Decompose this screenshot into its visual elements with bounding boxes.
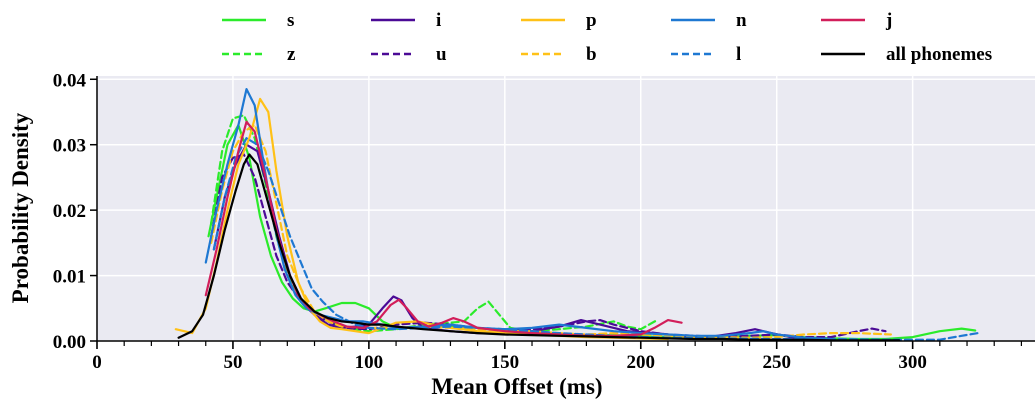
legend-label: s bbox=[287, 10, 294, 31]
y-tick-label: 0.02 bbox=[53, 201, 86, 222]
x-tick-label: 0 bbox=[92, 352, 102, 373]
legend-label: n bbox=[736, 10, 747, 31]
series-line-all-phonemes bbox=[177, 153, 901, 342]
legend-item-j: j bbox=[821, 10, 892, 31]
legend-item-z: z bbox=[222, 44, 296, 65]
legend-item-l: l bbox=[671, 44, 741, 65]
x-tick-label: 150 bbox=[491, 352, 520, 373]
y-tick-label: 0.00 bbox=[53, 332, 86, 353]
x-tick-label: 50 bbox=[223, 352, 242, 373]
series-layer bbox=[174, 88, 979, 342]
x-tick-label: 100 bbox=[355, 352, 384, 373]
legend-item-u: u bbox=[371, 44, 447, 65]
legend-label: p bbox=[586, 10, 597, 31]
x-tick-label: 250 bbox=[762, 352, 791, 373]
y-tick-label: 0.04 bbox=[53, 70, 87, 91]
grid-lines bbox=[96, 76, 1035, 342]
legend-label: i bbox=[436, 10, 441, 31]
legend: sz iu pb nl j all phonemes bbox=[222, 10, 992, 65]
legend-item-s: s bbox=[222, 10, 294, 31]
legend-item-i: i bbox=[371, 10, 441, 31]
legend-label: u bbox=[436, 44, 447, 65]
plot-area bbox=[97, 76, 1035, 341]
legend-label: j bbox=[885, 10, 892, 31]
legend-label: all phonemes bbox=[886, 44, 992, 65]
legend-label: l bbox=[736, 44, 741, 65]
legend-item-n: n bbox=[671, 10, 747, 31]
x-tick-label: 200 bbox=[627, 352, 656, 373]
legend-item-b: b bbox=[521, 44, 597, 65]
x-axis: 0 50 100 150 200 250 300 bbox=[92, 340, 1035, 373]
y-tick-label: 0.01 bbox=[53, 267, 86, 288]
legend-item-all-phonemes: all phonemes bbox=[821, 44, 992, 65]
legend-item-p: p bbox=[521, 10, 597, 31]
legend-label: z bbox=[287, 44, 296, 65]
y-tick-label: 0.03 bbox=[53, 136, 86, 157]
x-axis-title: Mean Offset (ms) bbox=[431, 374, 602, 399]
y-axis-title: Probability Density bbox=[8, 112, 33, 303]
y-axis: 0.00 0.01 0.02 0.03 0.04 bbox=[53, 70, 98, 353]
legend-label: b bbox=[586, 44, 597, 65]
x-tick-label: 300 bbox=[898, 352, 927, 373]
